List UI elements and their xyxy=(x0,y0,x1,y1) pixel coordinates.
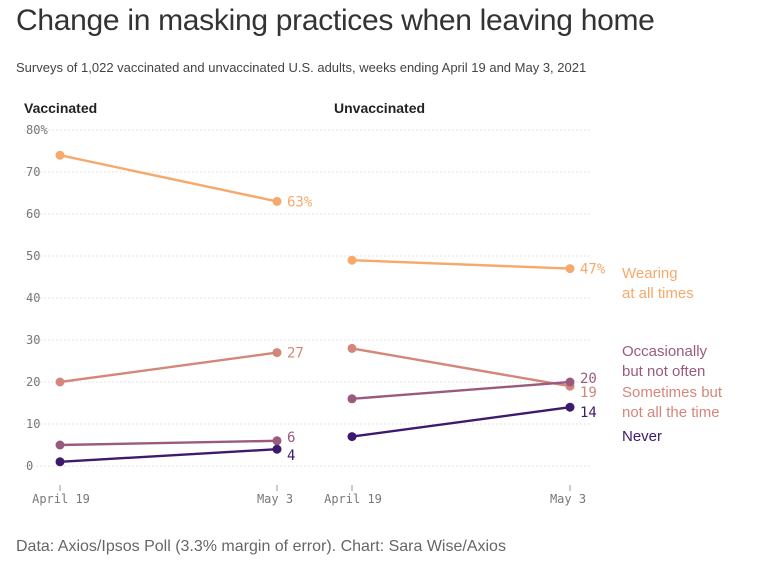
series-line-wearing_all xyxy=(351,259,571,270)
data-point-never xyxy=(272,444,282,454)
y-tick-label: 20 xyxy=(26,375,40,389)
y-tick-label: 40 xyxy=(26,291,40,305)
end-value-label: 27 xyxy=(287,346,304,362)
series-line-never xyxy=(59,448,278,463)
x-tick-label: April 19 xyxy=(32,492,90,506)
data-point-occasionally xyxy=(347,394,357,404)
legend-label-never: Never xyxy=(622,428,662,445)
series-line-occasionally xyxy=(59,439,278,447)
x-tick-label: May 3 xyxy=(550,492,586,506)
series-line-sometimes xyxy=(59,351,278,384)
data-point-wearing_all xyxy=(55,150,65,160)
end-value-label: 19 xyxy=(580,385,597,401)
data-point-wearing_all xyxy=(347,255,357,265)
legend-label-occasionally: Occasionally xyxy=(622,343,708,360)
panel-title: Unvaccinated xyxy=(334,100,425,116)
chart-subtitle: Surveys of 1,022 vaccinated and unvaccin… xyxy=(16,60,587,75)
legend-label-occasionally: but not often xyxy=(622,363,705,380)
y-tick-label: 30 xyxy=(26,333,40,347)
end-value-label: 4 xyxy=(287,448,295,464)
panel-title: Vaccinated xyxy=(24,100,97,116)
data-point-wearing_all xyxy=(272,196,282,206)
data-point-occasionally xyxy=(272,436,282,446)
data-point-never xyxy=(347,432,357,442)
y-tick-label: 70 xyxy=(26,165,40,179)
x-tick-label: April 19 xyxy=(324,492,382,506)
series-line-occasionally xyxy=(351,380,571,400)
data-point-sometimes xyxy=(347,343,357,353)
legend-label-wearing_all: Wearing xyxy=(622,265,678,282)
end-value-label: 63% xyxy=(287,194,313,210)
data-point-wearing_all xyxy=(565,264,575,274)
series-line-wearing_all xyxy=(59,154,278,203)
data-point-occasionally xyxy=(55,440,65,450)
end-value-label: 6 xyxy=(287,430,295,446)
y-tick-label: 10 xyxy=(26,417,40,431)
chart-title: Change in masking practices when leaving… xyxy=(16,4,655,37)
legend-label-wearing_all: at all times xyxy=(622,285,694,302)
end-value-label: 14 xyxy=(580,405,597,421)
y-tick-label: 0 xyxy=(26,459,33,473)
y-tick-label: 60 xyxy=(26,207,40,221)
legend-label-sometimes: not all the time xyxy=(622,404,720,421)
y-tick-label: 50 xyxy=(26,249,40,263)
x-tick-label: May 3 xyxy=(257,492,293,506)
y-tick-label: 80% xyxy=(26,123,48,137)
series-line-sometimes xyxy=(351,347,571,388)
legend-label-sometimes: Sometimes but xyxy=(622,384,723,401)
data-point-sometimes xyxy=(55,377,65,387)
data-point-occasionally xyxy=(565,377,575,387)
data-point-never xyxy=(55,457,65,467)
end-value-label: 20 xyxy=(580,371,597,387)
series-line-never xyxy=(351,406,571,438)
end-value-label: 47% xyxy=(580,262,606,278)
data-point-never xyxy=(565,402,575,412)
data-point-sometimes xyxy=(272,348,282,358)
chart-source: Data: Axios/Ipsos Poll (3.3% margin of e… xyxy=(16,538,506,555)
